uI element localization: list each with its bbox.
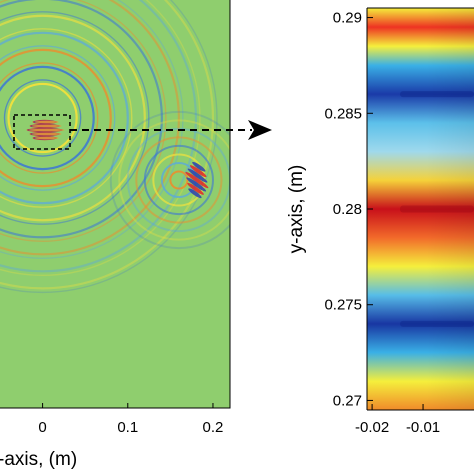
wavefront-ring [118, 119, 230, 241]
left-x-tick-label: 0.1 [117, 419, 138, 436]
wavefront-ring [0, 0, 201, 276]
wavefront-ring [0, 0, 167, 242]
zoom-box [13, 114, 71, 150]
left-x-tick-label: 0.2 [203, 419, 224, 436]
wavefront-ring [0, 0, 218, 294]
scattered-wave [187, 182, 204, 195]
source-wave [34, 136, 59, 140]
right-x-ticks: -0.02 -0.01 [355, 404, 440, 436]
wavefront-ring [109, 110, 230, 250]
scattered-wave [187, 168, 208, 183]
scattered-wave [192, 161, 206, 172]
wavefront-ring [0, 28, 133, 208]
right-y-ticks: 0.27 0.275 0.28 0.285 0.29 [324, 10, 373, 409]
right-y-tick-label: 0.29 [333, 10, 362, 27]
left-plot-frame [0, 0, 231, 409]
right-y-tick-label: 0.28 [333, 201, 362, 218]
wavefront-ring [0, 45, 116, 191]
right-y-tick-label: 0.27 [333, 392, 362, 409]
wavefront-ring [0, 11, 150, 225]
right-y-tick-label: 0.285 [324, 105, 362, 122]
wavefront-ring [143, 144, 214, 216]
left-xlabel: -axis, (m) [0, 449, 77, 470]
source-wave [31, 124, 62, 128]
heatmap-core [400, 205, 474, 213]
left-x-ticks: 0 0.1 0.2 [38, 403, 223, 436]
wavefront-ring [0, 0, 180, 256]
scattered-wave [185, 171, 209, 189]
source-wave [28, 128, 65, 132]
heatmap-cores [400, 91, 474, 327]
wavefront-ring [0, 31, 129, 205]
wavefield [0, 0, 230, 294]
right-panel: 0.27 0.275 0.28 0.285 0.29 -0.02 -0.01 y-axis… [286, 7, 474, 436]
source-wave [34, 120, 59, 124]
heatmap-core [400, 91, 474, 98]
wavefront-ring [0, 48, 112, 188]
wavefront-ring [3, 79, 82, 157]
right-x-tick-label: -0.01 [406, 419, 440, 436]
wavefront-ring [0, 62, 99, 174]
heatmap-core [400, 320, 474, 327]
wavefront-ring [0, 0, 184, 259]
wavefront-ring [0, 0, 163, 239]
right-y-tick-label: 0.275 [324, 297, 362, 314]
scattered-wave [186, 177, 207, 192]
right-x-tick-label: -0.02 [355, 419, 389, 436]
wavefront-ring [135, 136, 223, 224]
wavefront-ring [0, 14, 146, 222]
zoom-arrow-head [248, 120, 272, 140]
source-wave [31, 132, 62, 136]
left-panel: 0 0.1 0.2 -axis, (m) [0, 0, 272, 470]
wavefront-ring [169, 170, 189, 190]
left-x-tick-label: 0 [38, 419, 46, 436]
wavefront-ring [7, 82, 78, 154]
scattered-wave [188, 188, 202, 199]
scattered-wave [189, 165, 207, 178]
wavefront-ring [0, 0, 215, 290]
wavefront-ring [0, 0, 197, 273]
wavefront-ring [0, 65, 95, 171]
right-ylabel: y-axis, (m) [286, 165, 307, 254]
